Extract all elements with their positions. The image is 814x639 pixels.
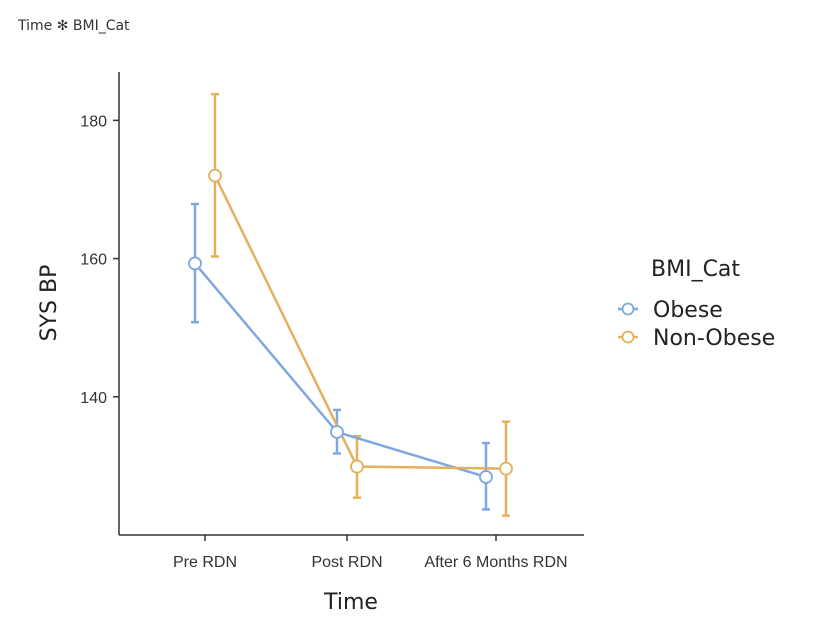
y-axis-title: SYS BP <box>37 265 62 342</box>
axes <box>118 72 584 536</box>
legend-label: Obese <box>653 298 723 323</box>
legend-item: Obese <box>618 298 723 323</box>
x-tick-label: Pre RDN <box>173 554 237 571</box>
chart-header: Time ✻ BMI_Cat <box>18 18 130 34</box>
legend-item: Non-Obese <box>618 326 775 351</box>
data-point <box>499 461 513 476</box>
data-point <box>208 168 222 183</box>
y-ticks: 140 160 180 <box>80 113 119 407</box>
x-tick-label: Post RDN <box>311 554 382 571</box>
legend-key-point <box>621 330 635 344</box>
data-point <box>479 470 493 484</box>
series-line <box>213 175 507 470</box>
legend-key-point <box>621 302 635 316</box>
legend-label: Non-Obese <box>653 326 775 351</box>
series-layer <box>188 92 513 517</box>
legend: BMI_Cat Obese Non-Obese <box>618 257 775 351</box>
series-lines <box>194 175 507 479</box>
data-point <box>350 459 364 474</box>
x-tick-label: After 6 Months RDN <box>424 554 567 571</box>
y-tick-label: 160 <box>80 252 107 269</box>
series-points <box>188 168 513 484</box>
x-axis-title: Time <box>323 590 378 615</box>
data-point <box>188 256 202 271</box>
y-tick-label: 180 <box>80 113 107 130</box>
x-ticks: Pre RDN Post RDN After 6 Months RDN <box>173 535 568 571</box>
legend-title: BMI_Cat <box>651 257 740 282</box>
data-point <box>330 425 344 439</box>
y-tick-label: 140 <box>80 390 107 407</box>
legend-items: Obese Non-Obese <box>618 298 775 351</box>
series-line <box>194 262 487 479</box>
